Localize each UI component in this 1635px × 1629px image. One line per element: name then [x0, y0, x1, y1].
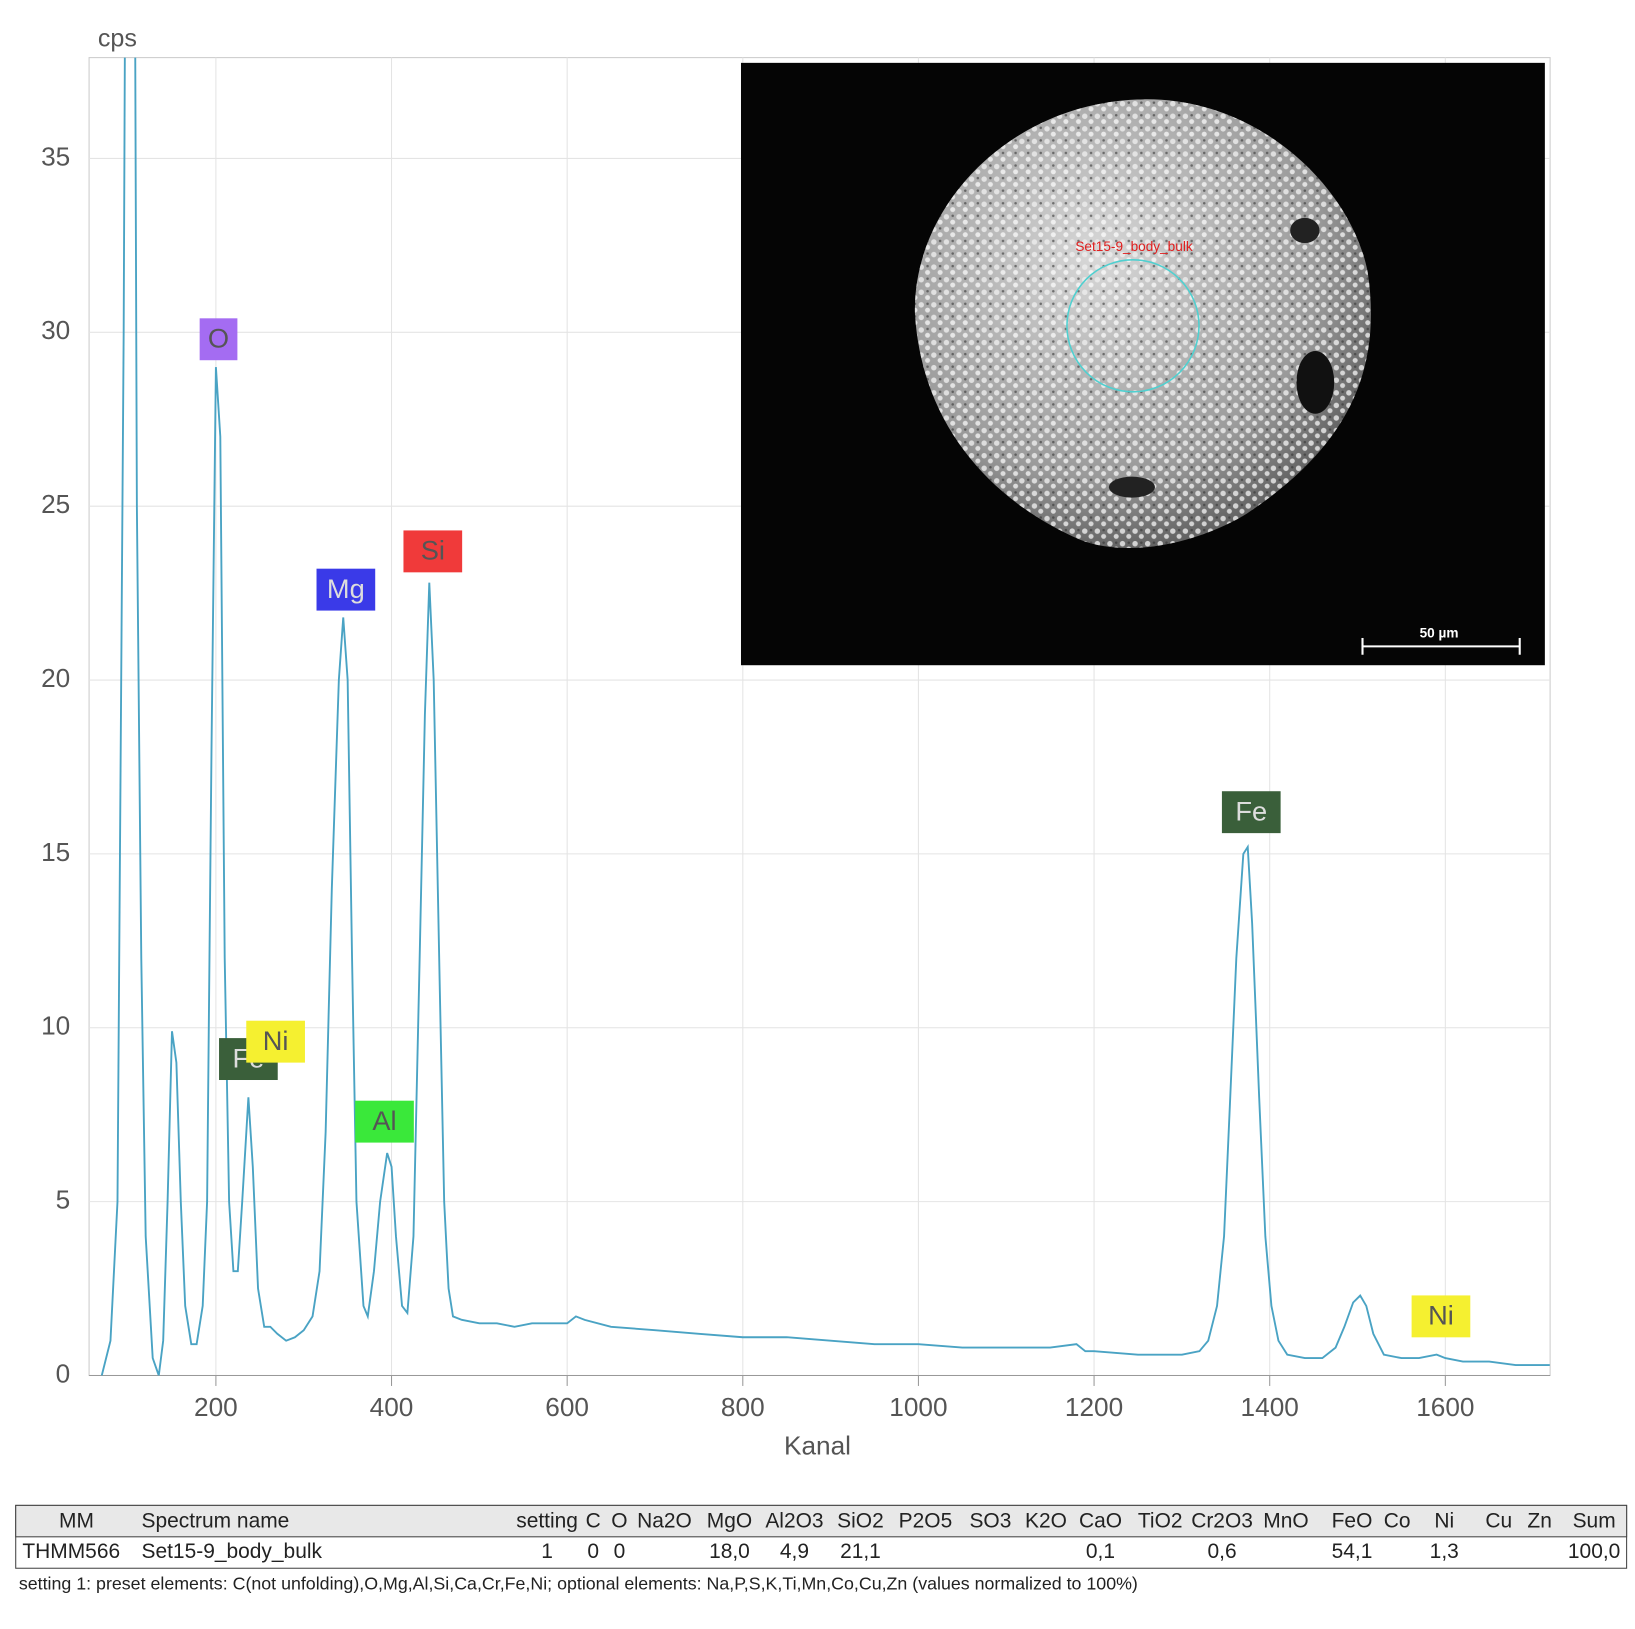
table-cell: 54,1 [1332, 1540, 1373, 1563]
table-header-cell: MgO [707, 1510, 752, 1533]
table-header-cell: Cu [1485, 1510, 1512, 1533]
spectrum-line [100, 57, 1550, 1376]
peak-label-box [403, 530, 463, 573]
table-header-cell: MM [59, 1510, 94, 1533]
x-tick-label: 1000 [889, 1392, 947, 1422]
table-header-cell: TiO2 [1138, 1510, 1183, 1533]
table-cell: 18,0 [709, 1540, 750, 1563]
table-cell: 0 [587, 1540, 599, 1563]
peak-label: Ni [263, 1025, 289, 1056]
table-header-cell: Zn [1527, 1510, 1551, 1533]
table-header-cell: SiO2 [837, 1510, 884, 1533]
table-cell: 0,1 [1086, 1540, 1115, 1563]
y-axis-label: cps [98, 24, 137, 52]
footnote: setting 1: preset elements: C(not unfold… [19, 1574, 1138, 1594]
table-cell: 21,1 [840, 1540, 881, 1563]
y-tick-label: 20 [41, 663, 70, 693]
x-tick-label: 800 [721, 1392, 765, 1422]
x-tick-label: 1400 [1241, 1392, 1299, 1422]
peak-label: O [208, 323, 229, 354]
pore [1290, 217, 1320, 244]
table-header-cell: Al2O3 [765, 1510, 823, 1533]
x-tick-label: 1200 [1065, 1392, 1123, 1422]
y-tick-label: 25 [41, 489, 70, 519]
x-tick-label: 1600 [1416, 1392, 1474, 1422]
table-cell: 4,9 [780, 1540, 809, 1563]
pore [1108, 476, 1155, 498]
table-header-cell: Cr2O3 [1191, 1510, 1253, 1533]
table-header-cell: P2O5 [899, 1510, 953, 1533]
y-tick-label: 5 [56, 1185, 71, 1215]
table-header-cell: CaO [1079, 1510, 1122, 1533]
peak-label: Fe [1235, 795, 1267, 826]
spot-circle [1066, 259, 1200, 393]
table-cell: 1,3 [1430, 1540, 1459, 1563]
table-header-cell: Co [1384, 1510, 1411, 1533]
table-header-cell: MnO [1263, 1510, 1308, 1533]
scale-bar-label: 50 µm [1420, 625, 1459, 640]
peak-label: Ni [1428, 1300, 1454, 1331]
peak-label-box [316, 568, 376, 611]
table-header-bg [15, 1504, 1628, 1538]
peak-label: Mg [327, 573, 365, 604]
table-header-cell: C [586, 1510, 601, 1533]
table-header-cell: O [611, 1510, 627, 1533]
table-header-cell: K2O [1025, 1510, 1067, 1533]
y-tick-label: 30 [41, 315, 70, 345]
spot-label: Set15-9_body_bulk [1075, 239, 1193, 254]
table-cell: THMM566 [22, 1540, 120, 1563]
table-header-cell: setting [516, 1510, 578, 1533]
particle-texture [914, 99, 1371, 549]
table-header-cell: FeO [1332, 1510, 1373, 1533]
x-axis-label: Kanal [784, 1431, 851, 1461]
y-tick-label: 0 [56, 1358, 71, 1388]
peak-label-box [246, 1020, 305, 1063]
peak-label-box [1411, 1295, 1471, 1338]
peak-label-box [355, 1100, 414, 1143]
table-cell: 0 [614, 1540, 626, 1563]
table-header-cell: Na2O [637, 1510, 692, 1533]
table-cell: 1 [541, 1540, 553, 1563]
peak-label-box [1221, 791, 1281, 834]
pore [1296, 350, 1335, 414]
y-tick-label: 15 [41, 837, 70, 867]
table-header-cell: Spectrum name [141, 1510, 289, 1533]
table-header-cell: Ni [1434, 1510, 1454, 1533]
x-tick-label: 400 [370, 1392, 414, 1422]
y-tick-label: 35 [41, 141, 70, 171]
x-tick-label: 200 [194, 1392, 238, 1422]
table-header-cell: Sum [1573, 1510, 1616, 1533]
table-header-cell: SO3 [969, 1510, 1011, 1533]
table-cell: 0,6 [1207, 1540, 1236, 1563]
table-cell: Set15-9_body_bulk [141, 1540, 322, 1563]
peak-label-box [199, 318, 238, 361]
peak-label: Si [421, 535, 445, 566]
table-cell: 100,0 [1568, 1540, 1620, 1563]
y-tick-label: 10 [41, 1011, 70, 1041]
inset-image: Set15-9_body_bulk 50 µm [740, 62, 1545, 666]
peak-label: Al [372, 1105, 396, 1136]
x-tick-label: 600 [545, 1392, 589, 1422]
